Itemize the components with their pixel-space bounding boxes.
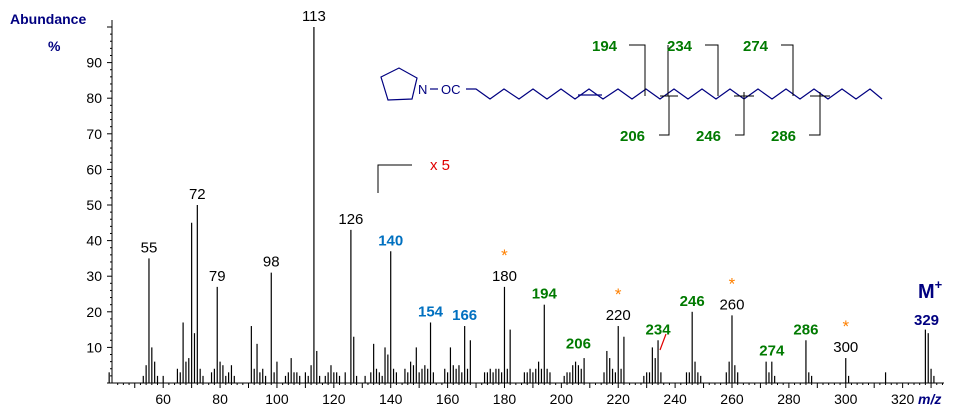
cleavage-194 (629, 44, 646, 96)
scale-bracket (377, 164, 412, 193)
peak-label: 300 (833, 339, 858, 356)
y-tick-label: 70 (86, 126, 102, 142)
x-axis-title: m/z (918, 391, 941, 407)
x-tick-label: 120 (322, 391, 346, 407)
x-tick-label: 220 (607, 391, 631, 407)
x-tick-label: 260 (720, 391, 744, 407)
oc-group-label: OC (441, 82, 461, 97)
y-tick-label: 90 (86, 55, 102, 71)
peak-labels: 55 72 79 98 113 126 140 154 166 180 194 206 220 234 24… (141, 8, 859, 360)
y-tick-label: 40 (86, 233, 102, 249)
pyrrolidine-ring (380, 67, 418, 101)
x-tick-label: 80 (212, 391, 228, 407)
star-marker: * (842, 317, 849, 336)
y-tick-label: 20 (86, 304, 102, 320)
cleavage-246 (734, 92, 754, 136)
star-marker: * (729, 274, 736, 293)
peak-label: 55 (141, 239, 158, 256)
y-tick-label: 60 (86, 161, 102, 177)
peak-label: 79 (209, 268, 226, 285)
cleavage-206 (659, 96, 670, 136)
peak-label: 274 (759, 343, 785, 360)
peak-label: 98 (263, 254, 280, 271)
peak-label: 154 (418, 303, 444, 320)
x-tick-label: 240 (663, 391, 687, 407)
peak-label: 126 (338, 211, 363, 228)
peak-label: 260 (719, 296, 744, 313)
peak-label: 206 (566, 336, 591, 353)
cleavage-286 (809, 92, 830, 136)
peak-label: 113 (302, 8, 326, 25)
peak-label: 234 (646, 321, 672, 338)
x-tick-label: 100 (265, 391, 289, 407)
chemical-structure (380, 67, 883, 101)
y-tick-label: 10 (86, 339, 102, 355)
molecular-ion-label: M+ (918, 277, 943, 303)
cleavage-234-right (705, 44, 719, 96)
y-tick-label: 80 (86, 90, 102, 106)
y-axis-title: Abundance (10, 11, 86, 27)
y-tick-label: 50 (86, 197, 102, 213)
fatty-acyl-chain (466, 88, 883, 100)
peak-label: 194 (532, 286, 558, 303)
peak-label: 180 (492, 268, 517, 285)
peak-label: 286 (793, 321, 818, 338)
fragment-234: 234 (667, 38, 693, 55)
fragment-206: 206 (620, 128, 645, 145)
star-marker: * (501, 246, 508, 265)
peak-label: 220 (606, 307, 631, 324)
peak-label: 166 (452, 307, 477, 324)
fragment-246: 246 (696, 128, 721, 145)
fragment-286: 286 (771, 128, 796, 145)
x-tick-label: 140 (379, 391, 403, 407)
y-axis-unit: % (48, 38, 61, 54)
x-tick-label: 180 (493, 391, 517, 407)
fragment-274: 274 (743, 38, 769, 55)
scale-note: x 5 (430, 157, 450, 174)
chart-axes: 10 20 30 40 50 60 70 80 90 60 80 100 120 140 160 180 200… (86, 20, 944, 407)
fragment-markers (629, 44, 830, 136)
x-tick-label: 300 (834, 391, 858, 407)
x-tick-label: 200 (550, 391, 574, 407)
x-tick-label: 60 (155, 391, 171, 407)
peak-label: 140 (378, 232, 403, 249)
star-marker: * (615, 285, 622, 304)
nitrogen-atom-label: N (418, 82, 427, 97)
x-tick-label: 320 (891, 391, 915, 407)
peak-label: 246 (680, 293, 705, 310)
red-marker-line (659, 333, 667, 351)
fragment-194: 194 (592, 38, 618, 55)
peak-label: 72 (189, 186, 206, 203)
molecular-ion-mz: 329 (914, 312, 939, 329)
x-tick-label: 160 (436, 391, 460, 407)
y-tick-label: 30 (86, 268, 102, 284)
spectrum-peaks (108, 27, 935, 383)
cleavage-274 (781, 44, 794, 96)
x-tick-label: 280 (777, 391, 801, 407)
